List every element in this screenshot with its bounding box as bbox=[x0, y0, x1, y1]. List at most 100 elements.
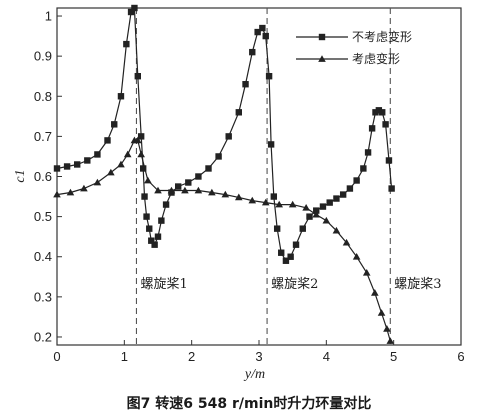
data-point bbox=[123, 150, 132, 158]
data-point bbox=[225, 133, 232, 140]
data-point bbox=[80, 184, 88, 192]
y-tick-label: 0.9 bbox=[34, 49, 52, 64]
data-point bbox=[175, 183, 182, 190]
data-point bbox=[195, 173, 202, 180]
x-tick-label: 2 bbox=[188, 349, 195, 364]
x-tick-label: 6 bbox=[457, 349, 464, 364]
data-point bbox=[53, 165, 61, 172]
series-1 bbox=[53, 4, 395, 264]
data-point bbox=[134, 136, 142, 144]
data-point bbox=[302, 203, 310, 211]
data-point bbox=[154, 233, 162, 240]
data-point bbox=[259, 24, 266, 32]
x-tick-label: 0 bbox=[53, 349, 60, 364]
plot-frame bbox=[56, 7, 462, 346]
data-point bbox=[342, 238, 351, 246]
data-point bbox=[265, 73, 273, 80]
data-point bbox=[388, 185, 395, 192]
y-axis: 0.2 0.3 0.4 0.5 0.6 0.7 0.8 0.9 1 bbox=[34, 9, 62, 344]
data-point bbox=[362, 268, 371, 276]
data-point bbox=[151, 241, 158, 248]
data-point bbox=[332, 226, 341, 234]
data-point bbox=[144, 176, 152, 184]
x-axis: 0 1 2 3 4 5 6 bbox=[53, 340, 465, 364]
data-point bbox=[287, 253, 294, 260]
data-point bbox=[313, 207, 320, 214]
x-tick-label: 4 bbox=[323, 349, 330, 364]
svg-text:c1: c1 bbox=[13, 169, 28, 182]
x-axis-label: y/m bbox=[243, 367, 265, 382]
data-point bbox=[84, 157, 91, 164]
data-point bbox=[254, 28, 261, 36]
x-tick-label: 1 bbox=[121, 349, 128, 364]
data-point bbox=[53, 190, 61, 198]
propeller-label-2: 螺旋桨2 bbox=[271, 276, 318, 292]
legend-entry-1: 不考虑变形 bbox=[296, 29, 412, 44]
data-point bbox=[74, 161, 81, 168]
data-point bbox=[162, 201, 170, 208]
data-point bbox=[377, 309, 386, 316]
data-point bbox=[242, 81, 249, 88]
data-point bbox=[379, 109, 386, 116]
data-point bbox=[117, 160, 125, 168]
data-point bbox=[139, 165, 147, 172]
legend-marker bbox=[318, 33, 326, 41]
data-point bbox=[137, 133, 145, 140]
data-point bbox=[94, 151, 101, 158]
data-point bbox=[93, 178, 102, 186]
data-point bbox=[146, 225, 153, 232]
data-point bbox=[131, 4, 138, 12]
data-point bbox=[346, 185, 354, 192]
data-point bbox=[339, 191, 347, 198]
y-axis-label: c1 bbox=[13, 169, 28, 182]
propeller-label-3: 螺旋桨3 bbox=[394, 276, 441, 292]
data-point bbox=[249, 48, 256, 56]
series-line-1 bbox=[56, 6, 393, 262]
propeller-reference-lines: 螺旋桨1 螺旋桨2 螺旋桨3 bbox=[135, 8, 442, 345]
y-tick-label: 0.6 bbox=[34, 169, 52, 184]
x-tick-label: 3 bbox=[255, 349, 262, 364]
data-point bbox=[117, 93, 125, 100]
y-tick-label: 0.8 bbox=[34, 89, 52, 104]
data-point bbox=[333, 195, 340, 202]
data-point bbox=[262, 32, 269, 40]
data-point bbox=[322, 216, 331, 224]
data-point bbox=[111, 121, 118, 128]
data-point bbox=[319, 203, 327, 210]
data-point bbox=[63, 163, 71, 170]
data-point bbox=[66, 188, 75, 196]
series-layer bbox=[53, 4, 395, 344]
y-tick-label: 0.7 bbox=[34, 129, 52, 144]
data-point bbox=[382, 121, 389, 128]
data-point bbox=[273, 225, 281, 232]
data-point bbox=[282, 257, 290, 264]
data-point bbox=[385, 157, 393, 164]
data-point bbox=[288, 200, 297, 208]
data-point bbox=[360, 165, 367, 172]
legend-label: 不考虑变形 bbox=[352, 29, 412, 44]
data-point bbox=[154, 186, 162, 194]
data-point bbox=[375, 107, 383, 114]
data-point bbox=[143, 213, 150, 220]
x-tick-label: 5 bbox=[390, 349, 397, 364]
series-line-2 bbox=[56, 139, 391, 342]
data-point bbox=[352, 252, 361, 260]
y-tick-label: 0.4 bbox=[34, 249, 52, 264]
data-point bbox=[181, 186, 189, 194]
data-point bbox=[270, 193, 278, 200]
data-point bbox=[107, 168, 115, 176]
data-point bbox=[386, 337, 395, 344]
data-point bbox=[326, 199, 333, 206]
y-tick-label: 0.2 bbox=[34, 329, 52, 344]
data-point bbox=[137, 150, 145, 158]
data-point bbox=[127, 8, 135, 16]
figure-caption: 图7 转速6 548 r/min时升力环量对比 bbox=[126, 396, 372, 412]
data-point bbox=[292, 241, 300, 248]
data-point bbox=[158, 217, 165, 224]
data-point bbox=[299, 225, 306, 232]
data-point bbox=[364, 149, 372, 156]
data-point bbox=[248, 196, 257, 204]
data-point bbox=[104, 137, 111, 144]
